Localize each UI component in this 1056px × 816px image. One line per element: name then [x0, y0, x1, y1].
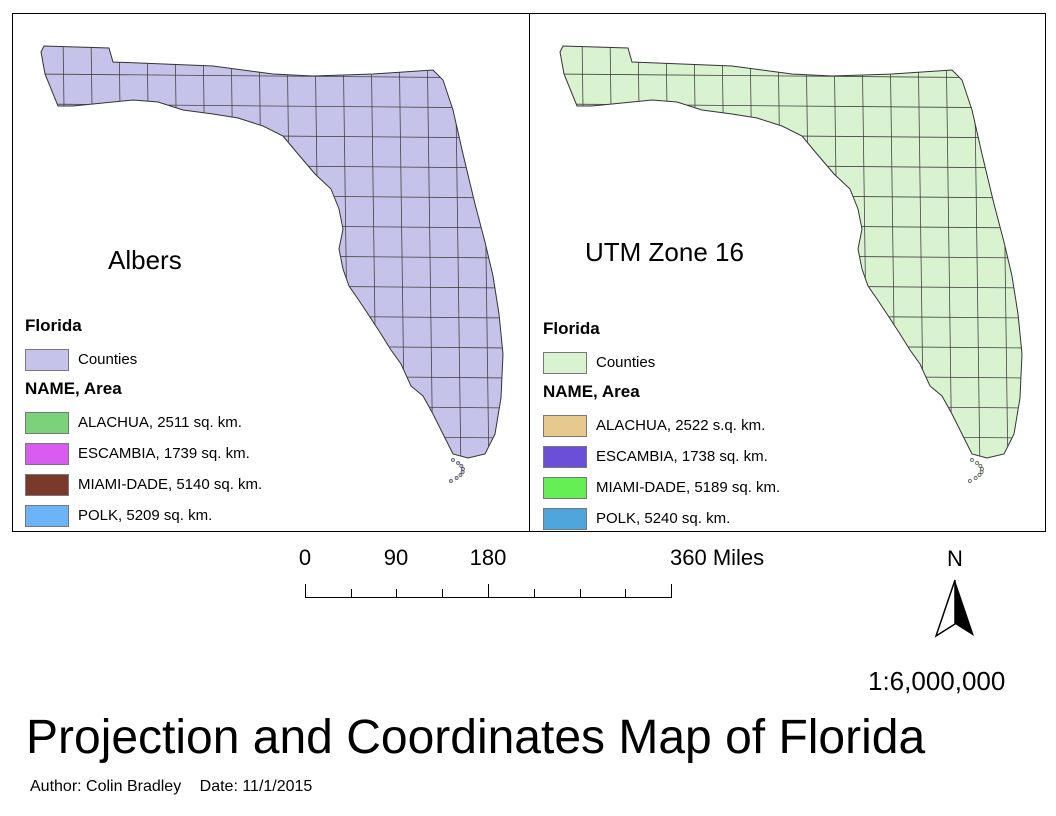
- north-arrow: N: [928, 546, 982, 641]
- scale-label: 0: [298, 545, 312, 570]
- legend-swatch-counties: [25, 348, 69, 371]
- legend-item: ESCAMBIA, 1739 sq. km.: [25, 438, 262, 469]
- key-island: [460, 467, 465, 471]
- albers-florida-map: [40, 34, 517, 483]
- legend-base-label: Counties: [596, 354, 656, 371]
- key-island: [451, 458, 455, 462]
- key-island: [978, 464, 983, 468]
- legend-item-label: POLK, 5240 sq. km.: [596, 510, 731, 527]
- legend-swatch-miami-dade: [25, 473, 69, 496]
- legend-item-label: ESCAMBIA, 1739 sq. km.: [78, 445, 250, 462]
- north-label: N: [947, 546, 963, 571]
- legend-item: ALACHUA, 2511 sq. km.: [25, 407, 262, 438]
- date: Date: 11/1/2015: [199, 778, 313, 795]
- florida-outline: [559, 45, 1023, 459]
- legend-item: POLK, 5240 sq. km.: [543, 503, 780, 534]
- legend-field-title: NAME, Area: [25, 379, 122, 398]
- legend-item: ALACHUA, 2522 s.q. km.: [543, 410, 780, 441]
- key-island: [979, 467, 984, 471]
- projection-label: Albers: [108, 245, 182, 275]
- legend-swatch-alachua: [25, 411, 69, 434]
- scale-bar-graphic: [305, 584, 672, 598]
- legend-swatch-alachua: [543, 414, 587, 437]
- map-frame-utm: UTM Zone 16 Florida Counties NAME, Area …: [529, 13, 1046, 532]
- key-island: [456, 461, 461, 465]
- legend-base-label: Counties: [78, 351, 138, 368]
- legend-item-label: ALACHUA, 2511 sq. km.: [78, 414, 242, 431]
- county-line: [41, 73, 503, 79]
- page-title: Projection and Coordinates Map of Florid…: [26, 711, 926, 764]
- legend-base-row: Counties: [25, 344, 262, 375]
- key-island: [458, 473, 463, 477]
- scale-bar: 0 90 180 360 Miles: [290, 545, 770, 605]
- legend-item: POLK, 5209 sq. km.: [25, 500, 262, 531]
- author: Author: Colin Bradley: [30, 778, 182, 795]
- key-island: [460, 470, 465, 474]
- legend-swatch-counties: [543, 351, 587, 374]
- key-island: [459, 464, 464, 468]
- scale-label: 180: [469, 545, 507, 570]
- map-frame-albers: Albers Florida Counties NAME, Area ALACH…: [12, 13, 530, 532]
- legend-swatch-escambia: [543, 445, 587, 468]
- legend-item-label: MIAMI-DADE, 5189 sq. km.: [596, 479, 781, 496]
- legend-base-row: Counties: [543, 347, 780, 378]
- legend-item: ESCAMBIA, 1738 sq. km.: [543, 441, 780, 472]
- key-island: [973, 476, 978, 480]
- legend-layer-title: Florida: [25, 316, 82, 335]
- legend-field-title: NAME, Area: [543, 382, 640, 401]
- legend-swatch-miami-dade: [543, 476, 587, 499]
- key-island: [967, 479, 972, 483]
- county-line: [1030, 34, 1036, 474]
- legend-utm: Florida Counties NAME, Area ALACHUA, 252…: [543, 319, 780, 534]
- legend-swatch-escambia: [25, 442, 69, 465]
- key-island: [979, 470, 984, 474]
- legend-item-label: MIAMI-DADE, 5140 sq. km.: [78, 476, 263, 493]
- legend-swatch-polk: [543, 507, 587, 530]
- county-line: [560, 73, 1022, 79]
- legend-item: MIAMI-DADE, 5140 sq. km.: [25, 469, 262, 500]
- north-arrow-icon: [934, 579, 974, 638]
- legend-item: MIAMI-DADE, 5189 sq. km.: [543, 472, 780, 503]
- legend-item-label: ALACHUA, 2522 s.q. km.: [596, 417, 766, 434]
- legend-swatch-polk: [25, 504, 69, 527]
- legend-item-label: ESCAMBIA, 1738 sq. km.: [596, 448, 768, 465]
- key-island: [975, 461, 980, 465]
- key-island: [970, 458, 974, 462]
- florida-outline: [40, 45, 504, 459]
- scale-label: 360 Miles: [670, 545, 765, 570]
- legend-item-label: POLK, 5209 sq. km.: [78, 507, 213, 524]
- scale-label: 90: [383, 545, 409, 570]
- key-island: [977, 473, 982, 477]
- key-island: [454, 476, 459, 480]
- key-island: [448, 479, 453, 483]
- byline: Author: Colin Bradley Date: 11/1/2015: [30, 778, 326, 796]
- scale-ratio: 1:6,000,000: [868, 666, 1006, 696]
- utm-florida-map: [559, 34, 1036, 483]
- projection-label: UTM Zone 16: [585, 237, 744, 267]
- legend-albers: Florida Counties NAME, Area ALACHUA, 251…: [25, 316, 262, 531]
- legend-layer-title: Florida: [543, 319, 600, 338]
- county-line: [511, 34, 517, 474]
